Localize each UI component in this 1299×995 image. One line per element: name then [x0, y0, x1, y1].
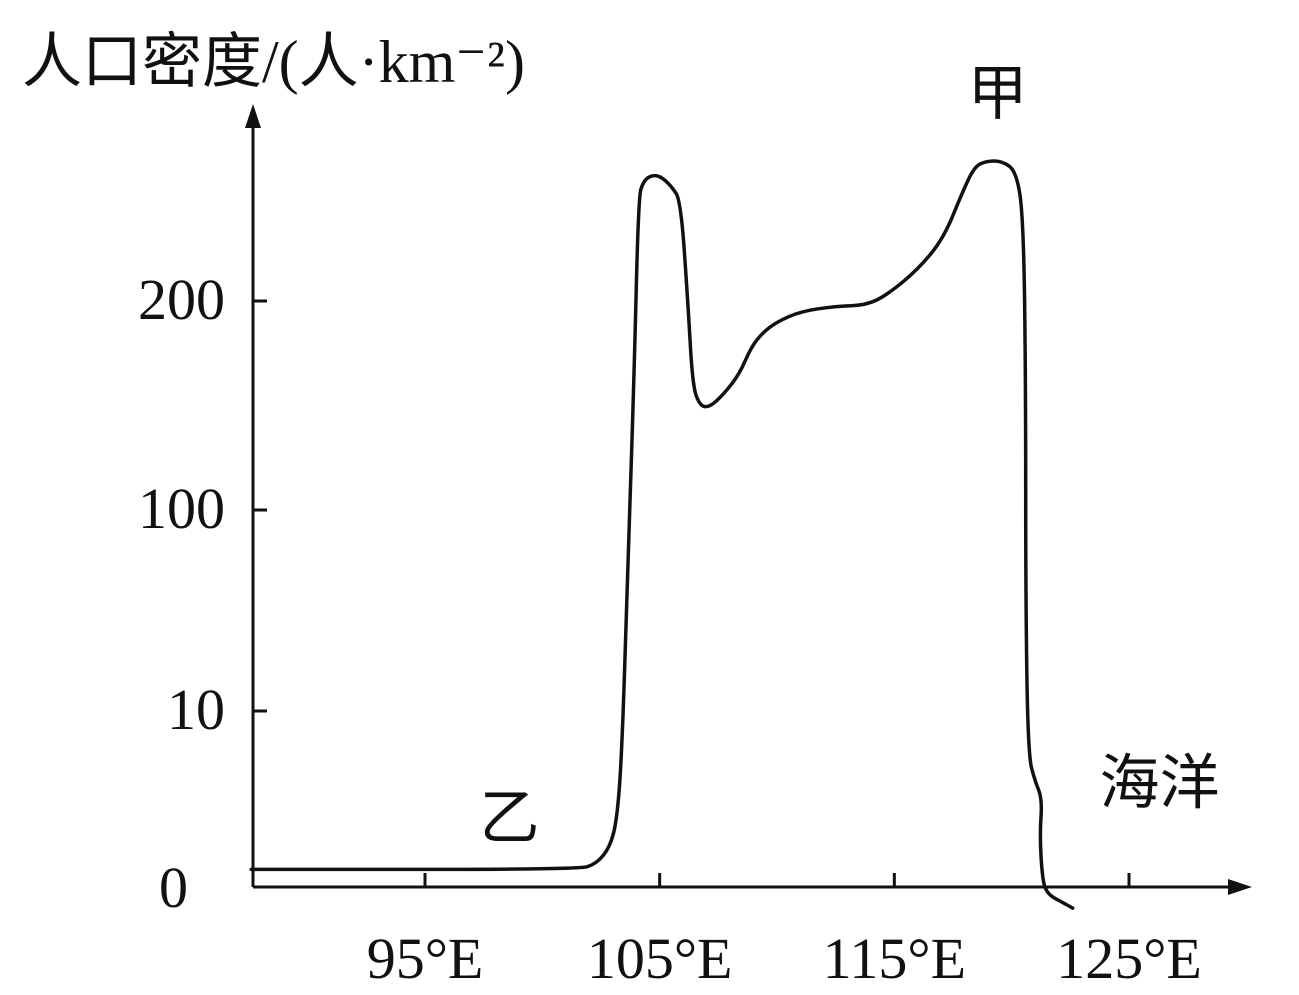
y-tick-label: 100	[138, 476, 225, 541]
y-axis-label: 人口密度/(人·km⁻²)	[22, 29, 525, 95]
x-tick-label: 125°E	[1056, 926, 1202, 991]
annotation-label: 海洋	[1100, 748, 1220, 818]
annotations: 甲乙 海洋	[479, 59, 1219, 854]
y-tick-label: 10	[167, 677, 225, 742]
x-tick-label: 105°E	[587, 926, 733, 991]
y-tick-label: 0	[159, 855, 188, 920]
y-ticks: 0 10 100 200	[138, 267, 267, 920]
x-axis-arrow	[1228, 879, 1252, 895]
x-tick-label: 95°E	[367, 926, 484, 991]
x-ticks: 95°E 105°E 115°E 125°E	[367, 873, 1202, 991]
annotation-label: 乙	[479, 784, 539, 854]
population-density-line	[249, 159, 1075, 910]
y-tick-label: 200	[138, 267, 225, 332]
x-tick-label: 115°E	[823, 926, 966, 991]
annotation-label: 甲	[968, 59, 1028, 129]
y-axis-arrow	[245, 104, 261, 128]
